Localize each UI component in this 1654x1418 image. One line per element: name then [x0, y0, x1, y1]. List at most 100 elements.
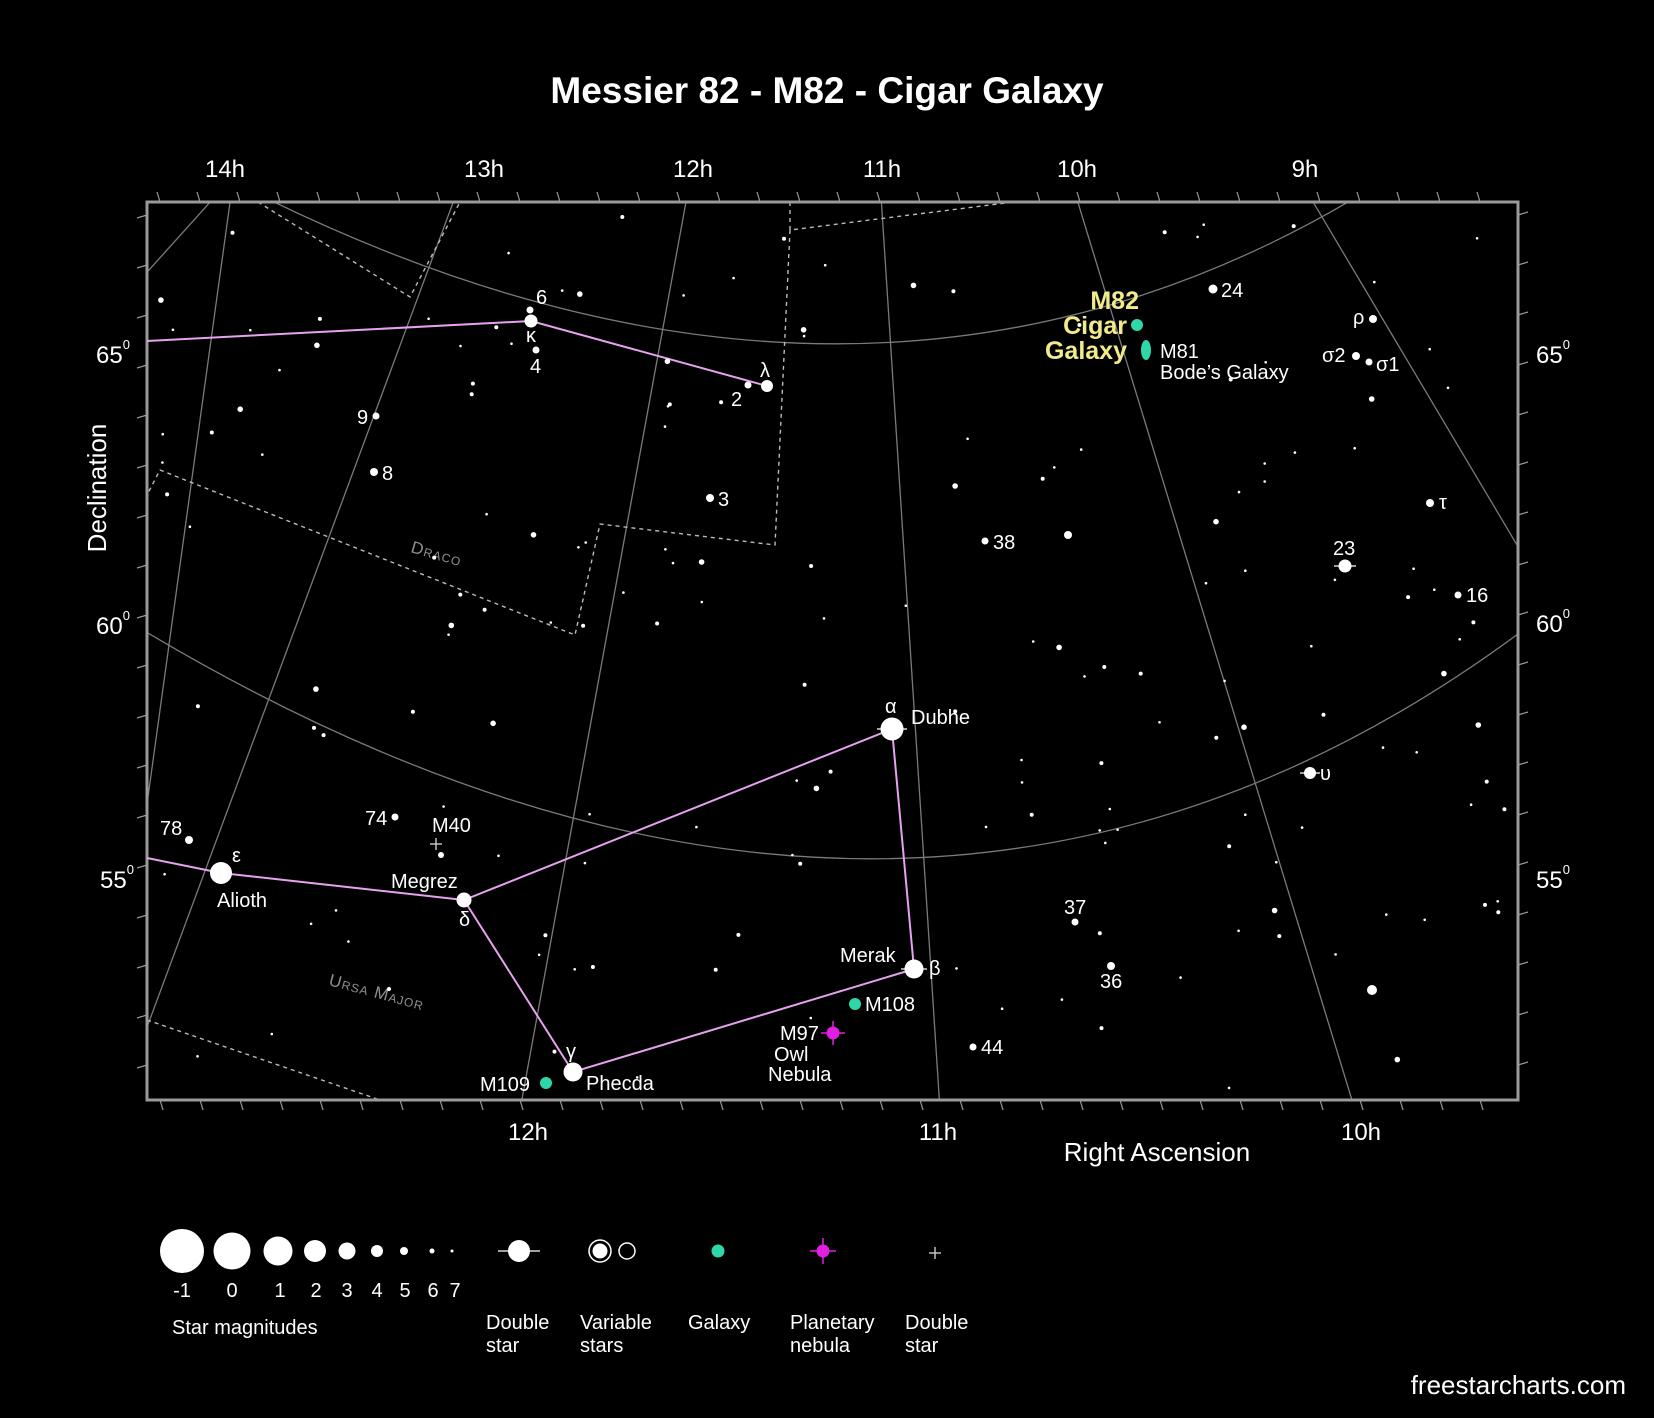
- frame-tick: [136, 814, 148, 819]
- y-axis-label: Declination: [82, 424, 112, 553]
- magnitude-label: 0: [226, 1280, 237, 1302]
- star-label: γ: [566, 1041, 576, 1063]
- faint-stars: [158, 215, 1507, 1090]
- faint-star: [1083, 675, 1086, 678]
- magnitude-legend-symbols: [160, 1229, 454, 1273]
- faint-star: [1040, 476, 1045, 481]
- frame-tick: [1196, 191, 1201, 203]
- star: [1208, 284, 1218, 294]
- star: [1454, 591, 1462, 599]
- star-alioth: [210, 862, 232, 884]
- m81-galaxy-marker: [1141, 340, 1151, 360]
- star-name-merak: Merak: [840, 945, 897, 967]
- faint-star: [635, 1076, 639, 1079]
- star-label: σ2: [1322, 345, 1345, 367]
- frame-tick: [636, 191, 641, 203]
- frame-tick: [436, 191, 441, 203]
- star-label: 4: [530, 356, 541, 378]
- frame-tick: [1517, 461, 1529, 466]
- star-name-alioth: Alioth: [217, 890, 267, 912]
- faint-star: [1475, 722, 1482, 728]
- star-label: β: [929, 958, 941, 980]
- faint-star: [1415, 751, 1418, 754]
- frame-tick: [136, 364, 148, 369]
- star: [744, 381, 752, 389]
- frame-tick: [1036, 191, 1041, 203]
- frame-ticks: [136, 191, 1529, 1111]
- faint-star: [782, 236, 786, 241]
- frame-tick: [639, 1099, 644, 1111]
- frame-tick: [1517, 711, 1529, 716]
- frame-tick: [516, 191, 521, 203]
- frame-tick: [1476, 191, 1481, 203]
- faint-star: [317, 316, 322, 321]
- star-label: κ: [526, 325, 537, 347]
- frame-tick: [279, 1099, 284, 1111]
- faint-star: [573, 968, 576, 971]
- frame-tick: [916, 191, 921, 203]
- frame-tick: [1517, 261, 1529, 266]
- frame-tick: [1517, 611, 1529, 616]
- faint-star: [584, 541, 587, 544]
- target-label: M82 Cigar Galaxy: [1045, 287, 1139, 365]
- faint-star: [313, 686, 319, 692]
- faint-star: [1097, 931, 1102, 936]
- ra-tick-label-top: 13h: [464, 156, 504, 183]
- ra-tick-label-top: 12h: [673, 156, 713, 183]
- faint-star: [1271, 907, 1278, 914]
- frame-tick: [1276, 191, 1281, 203]
- faint-star: [823, 263, 827, 267]
- faint-star: [1475, 237, 1479, 240]
- faint-star: [309, 922, 313, 926]
- star-label: δ: [459, 909, 470, 931]
- faint-star: [1031, 640, 1035, 643]
- star: [1071, 918, 1079, 926]
- frame-tick: [1236, 191, 1241, 203]
- faint-star: [955, 967, 958, 970]
- faint-star: [161, 432, 164, 436]
- frame-tick: [136, 1064, 148, 1069]
- faint-star: [1029, 812, 1034, 817]
- faint-star: [442, 805, 445, 808]
- faint-star: [261, 453, 264, 456]
- faint-star: [1373, 280, 1376, 284]
- frame-tick: [1439, 1099, 1444, 1111]
- faint-star: [230, 230, 235, 235]
- faint-star: [1469, 803, 1473, 806]
- frame-tick: [876, 191, 881, 203]
- dso-label-m40: M40: [432, 815, 471, 837]
- star: [1064, 531, 1072, 539]
- planetary-nebula-legend-symbol: [810, 1238, 836, 1264]
- faint-star: [278, 368, 281, 372]
- faint-star: [655, 621, 660, 626]
- faint-star: [459, 344, 462, 348]
- faint-star: [321, 733, 326, 738]
- m40-double-star-marker: [430, 838, 442, 850]
- star-tau: [1426, 499, 1434, 507]
- frame-tick: [1517, 1061, 1529, 1066]
- faint-star: [537, 953, 541, 957]
- faint-star: [1483, 902, 1487, 907]
- faint-star: [1300, 826, 1304, 829]
- frame-tick: [136, 214, 148, 219]
- star: [185, 836, 193, 844]
- frame-tick: [136, 764, 148, 769]
- frame-tick: [1436, 191, 1441, 203]
- dso-label-m109: M109: [480, 1074, 530, 1096]
- ra-tick-label-top: 14h: [205, 156, 245, 183]
- faint-star: [195, 704, 200, 709]
- magnitude-symbol: [400, 1247, 408, 1255]
- star-label: 37: [1064, 897, 1086, 919]
- star-label: 44: [981, 1037, 1003, 1059]
- star-label: 38: [993, 532, 1015, 554]
- faint-star: [165, 492, 170, 497]
- faint-star: [448, 622, 455, 629]
- frame-tick: [559, 1099, 564, 1111]
- named-star-labels: Dubhe Merak Phecda Megrez Alioth: [217, 707, 970, 1095]
- legend-label: star: [486, 1335, 520, 1357]
- faint-star: [910, 282, 917, 289]
- magnitude-label: 7: [449, 1280, 460, 1302]
- faint-star: [427, 317, 430, 321]
- faint-star: [984, 825, 988, 829]
